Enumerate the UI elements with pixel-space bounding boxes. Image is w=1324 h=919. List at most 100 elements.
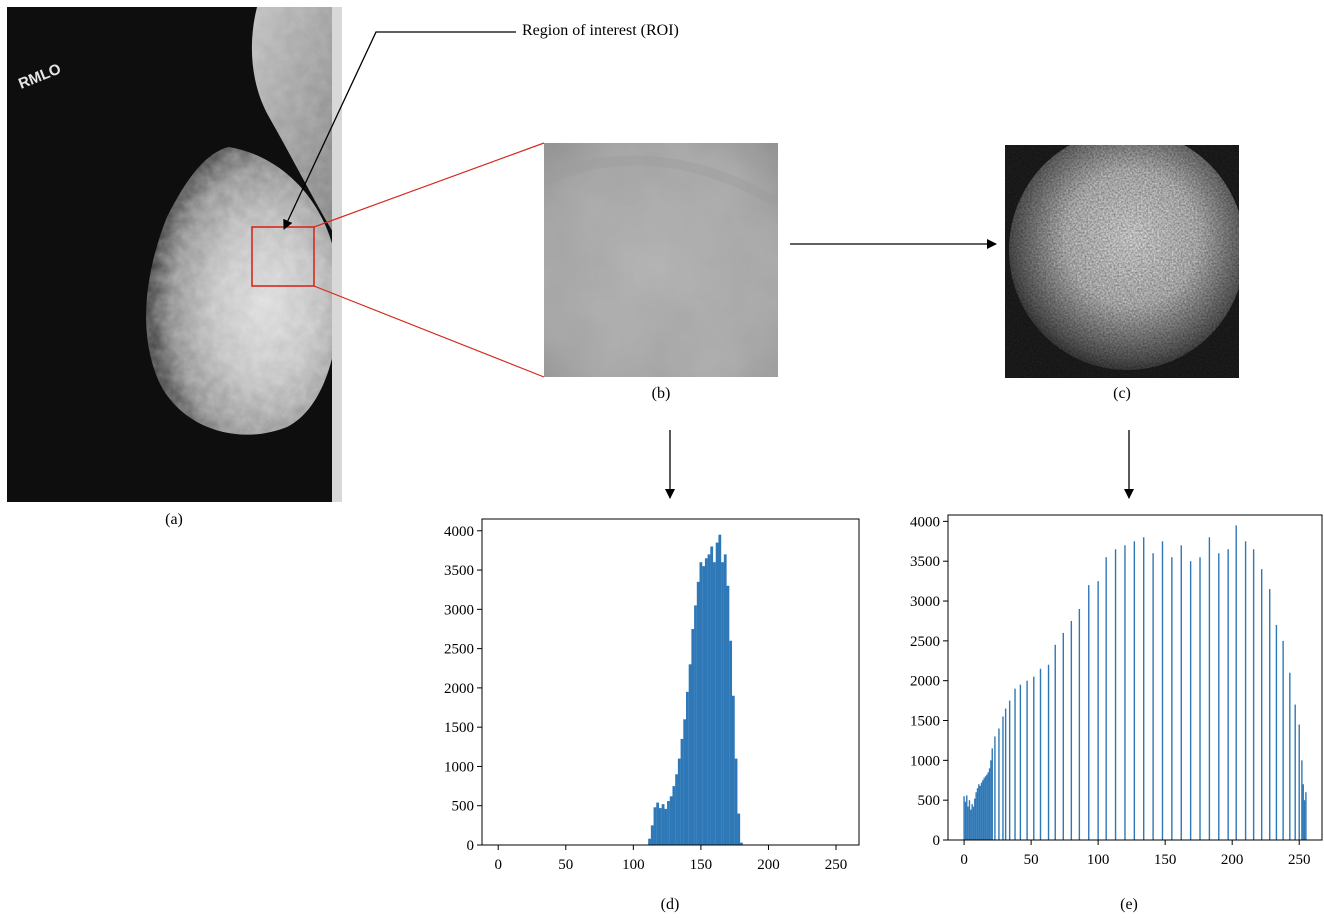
chart-e-bar xyxy=(1070,620,1073,840)
chart-d-bar xyxy=(675,774,678,845)
roi-label: Region of interest (ROI) xyxy=(522,22,679,39)
chart-d-bar xyxy=(723,554,727,845)
chart-e-bar xyxy=(1218,553,1220,840)
chart-d-bar xyxy=(672,786,676,845)
chart-d-bar xyxy=(721,562,724,845)
chart-d-frame xyxy=(481,518,860,846)
chart-d-xtick-label: 100 xyxy=(622,857,645,870)
chart-e-bar xyxy=(979,785,981,840)
chart-e-bar xyxy=(1302,784,1304,840)
chart-d-xtick-label: 0 xyxy=(494,857,502,870)
roi-enhanced-image xyxy=(1005,145,1239,378)
chart-d-bar xyxy=(731,695,735,845)
chart-d-xtick-label: 200 xyxy=(757,857,780,870)
chart-e-bar xyxy=(990,760,992,840)
chart-e-bar xyxy=(1054,644,1056,840)
chart-e-bar xyxy=(1002,716,1004,840)
chart-d-bar xyxy=(683,719,687,845)
chart-e-bar xyxy=(1301,760,1303,840)
chart-e-bar xyxy=(1289,672,1291,840)
chart-e-bar xyxy=(1014,688,1016,840)
chart-e-frame xyxy=(947,514,1323,841)
chart-d-ytick-label: 2500 xyxy=(444,642,474,658)
chart-e-bar xyxy=(1269,589,1271,840)
chart-e-bar xyxy=(1294,704,1296,840)
chart-d-bar xyxy=(696,581,700,845)
chart-d-bar xyxy=(658,808,662,845)
chart-d-bar xyxy=(648,838,651,845)
chart-e-bar xyxy=(1062,632,1064,840)
chart-e-bar xyxy=(986,774,988,840)
chart-e-bar xyxy=(975,792,977,840)
chart-d-bar xyxy=(702,566,706,845)
chart-e-bar xyxy=(1033,676,1035,840)
chart-e-bar xyxy=(1047,664,1050,840)
chart-d-bar xyxy=(718,534,722,845)
chart-d-xtick-label: 50 xyxy=(558,857,573,870)
chart-e-bar xyxy=(974,798,976,840)
chart-d-bar xyxy=(726,585,730,845)
chart-e-bar xyxy=(1008,700,1011,840)
chart-e-bar xyxy=(988,768,991,840)
chart-e-bar xyxy=(1305,792,1307,840)
chart-e-ytick-label: 4000 xyxy=(910,514,940,530)
chart-e-bar xyxy=(1235,525,1237,840)
chart-d-ytick-label: 3000 xyxy=(444,602,474,618)
chart-e-xticks: 0 50 100 150 200 250 xyxy=(960,840,1310,868)
chart-d-bars xyxy=(648,534,743,845)
chart-e-ytick-label: 3500 xyxy=(910,554,940,570)
chart-e-bar xyxy=(968,800,971,840)
chart-d-bar xyxy=(734,758,738,845)
chart-e-bar xyxy=(1143,537,1145,840)
chart-e-bar xyxy=(1244,541,1247,840)
chart-e-bar xyxy=(1227,549,1229,840)
chart-e-bar xyxy=(966,795,968,840)
chart-e-ytick-label: 3000 xyxy=(910,594,940,610)
chart-e-bar xyxy=(1114,549,1117,840)
chart-e-bar xyxy=(1171,557,1173,840)
chart-e-bar xyxy=(971,804,973,840)
chart-d-bar xyxy=(680,738,684,845)
chart-d-xtick-label: 250 xyxy=(825,857,848,870)
chart-e-xtick-label: 50 xyxy=(1024,852,1039,868)
chart-d-bar xyxy=(677,758,681,845)
chart-e-bar xyxy=(1039,668,1042,840)
chart-e-bar xyxy=(980,782,983,840)
chart-e-bar xyxy=(967,806,969,840)
chart-e-bar xyxy=(1199,557,1201,840)
chart-e-xtick-label: 150 xyxy=(1154,852,1177,868)
chart-e-bar xyxy=(1133,541,1136,840)
chart-d-ytick-label: 3500 xyxy=(444,563,474,579)
chart-d-ytick-label: 1000 xyxy=(444,759,474,775)
chart-e-bar xyxy=(1152,553,1154,840)
chart-d-ytick-label: 0 xyxy=(467,838,475,854)
chart-e-bar xyxy=(1019,684,1022,840)
chart-d-bar xyxy=(650,825,654,845)
chart-e-bar xyxy=(987,772,989,840)
chart-e-ytick-label: 1000 xyxy=(910,753,940,769)
chart-e-xtick-label: 250 xyxy=(1288,852,1311,868)
zoom-line-top xyxy=(313,142,545,228)
chart-d-xtick-label: 150 xyxy=(690,857,713,870)
chart-d-bar xyxy=(710,546,714,845)
chart-e-bar xyxy=(1260,569,1263,840)
chart-d-ytick-label: 500 xyxy=(452,799,475,815)
chart-e-bar xyxy=(1105,557,1107,840)
chart-d-bar xyxy=(653,807,657,845)
chart-d-bar xyxy=(688,664,692,845)
chart-d-bar xyxy=(704,558,708,845)
chart-e-bar xyxy=(1282,640,1284,840)
chart-e-xtick-label: 100 xyxy=(1087,852,1110,868)
chart-e-bar xyxy=(983,777,985,840)
chart-d-bar xyxy=(694,605,697,845)
chart-e-bars xyxy=(963,525,1307,840)
chart-e-bar xyxy=(1078,609,1081,840)
chart-d-bar xyxy=(669,796,673,845)
caption-d: (d) xyxy=(660,896,680,913)
chart-e-bar xyxy=(982,780,984,840)
chart-d-bar xyxy=(740,842,743,845)
chart-e-bar xyxy=(1180,545,1182,840)
chart-d-bar xyxy=(691,628,695,845)
chart-d-bar xyxy=(699,562,703,845)
